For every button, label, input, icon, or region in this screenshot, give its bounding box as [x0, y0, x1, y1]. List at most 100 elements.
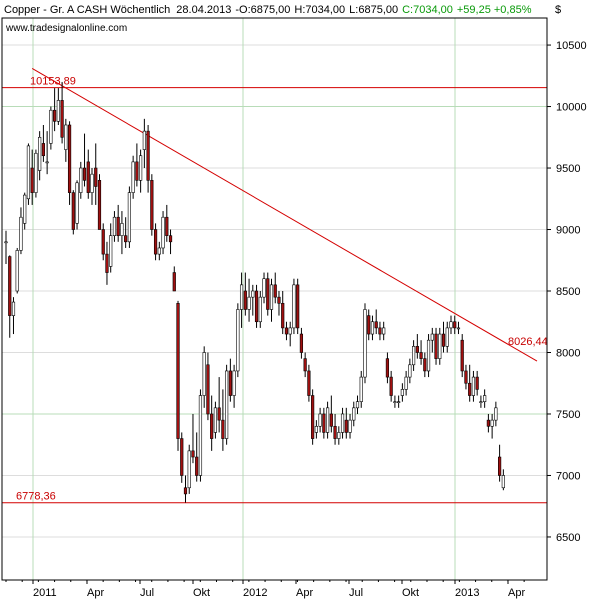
candle-body — [30, 167, 34, 193]
candle-body — [307, 370, 311, 396]
candle-body — [273, 284, 277, 298]
candle-body — [419, 352, 423, 359]
candle-body — [150, 180, 154, 230]
candle-body — [340, 413, 345, 433]
candle-body — [34, 152, 38, 193]
candle-body — [486, 419, 490, 427]
candle-body — [299, 333, 304, 353]
candle-body — [213, 407, 218, 433]
candle-body — [176, 303, 180, 439]
plot-frame — [1, 17, 548, 581]
header-info: Copper - Gr. A CASH Wöchentlich 28.04.201… — [4, 4, 532, 16]
candle-body — [281, 303, 285, 329]
candle-body — [53, 109, 57, 122]
candle-body — [438, 333, 442, 359]
candle-body — [303, 358, 307, 372]
candle-body — [183, 487, 188, 495]
candle-body — [355, 401, 360, 409]
candle-body — [210, 413, 214, 439]
candle-body — [266, 278, 270, 310]
candle-body — [139, 155, 143, 181]
candle-body — [434, 333, 438, 359]
y-tick-label: 8000 — [556, 347, 580, 359]
candle-body — [501, 475, 505, 489]
candle-body — [161, 216, 165, 249]
candle-body — [131, 161, 135, 193]
candle-body — [464, 370, 468, 384]
candle-body — [483, 395, 487, 402]
candle-body — [370, 321, 375, 335]
candle-body — [404, 376, 408, 390]
candle-body — [344, 419, 348, 433]
candle-body — [284, 327, 289, 335]
candle-body — [157, 247, 161, 255]
candle-body — [120, 223, 124, 236]
candle-body — [269, 284, 274, 310]
currency-label: $ — [555, 4, 561, 16]
candle-body — [475, 376, 479, 390]
header-low: L:6875,00 — [349, 4, 398, 16]
candle-body — [262, 278, 266, 298]
candle-body — [97, 180, 102, 230]
candle-body — [206, 364, 210, 415]
candle-body — [415, 346, 419, 353]
candle-body — [142, 130, 146, 150]
candle-body — [292, 284, 296, 329]
y-tick-label: 6500 — [556, 532, 580, 544]
candle-body — [94, 167, 98, 187]
candle-body — [45, 161, 49, 164]
candle-body — [314, 425, 318, 433]
candle-body — [247, 296, 251, 310]
candle-body — [479, 401, 483, 403]
candle-body — [60, 100, 64, 138]
candle-body — [239, 284, 244, 310]
x-tick-label: 2013 — [455, 587, 479, 599]
candle-body — [101, 229, 105, 255]
candle-body — [187, 450, 191, 489]
candle-body — [221, 419, 225, 439]
candle-body — [411, 346, 416, 366]
x-axis: 2011 Apr Jul Okt 2012 Apr Jul Okt 2013 Apr — [5, 580, 525, 599]
candle-body — [426, 339, 431, 372]
header-sep: - — [235, 4, 239, 16]
candle-body — [8, 256, 12, 316]
candle-body — [277, 296, 281, 304]
candle-body — [82, 167, 87, 181]
candle-body — [367, 315, 371, 335]
candle-body — [423, 358, 427, 372]
candle-body — [105, 253, 109, 273]
candle-body — [460, 339, 464, 372]
x-tick-label: Jul — [349, 587, 363, 599]
header-open: O:6875,00 — [239, 4, 290, 16]
candle-body — [337, 432, 341, 439]
x-tick-label: Apr — [508, 587, 525, 599]
candle-body — [393, 401, 397, 403]
candle-body — [56, 100, 60, 122]
candle-body — [400, 389, 404, 396]
candle-body — [430, 333, 434, 341]
candle-body — [23, 194, 27, 224]
grid — [2, 18, 547, 580]
candle-body — [49, 109, 53, 144]
header-close: C:7034,00 — [402, 4, 453, 16]
y-tick-label: 7000 — [556, 470, 580, 482]
candle-body — [146, 130, 150, 181]
candle-body — [311, 395, 315, 439]
candle-body — [408, 364, 412, 378]
candle-body — [325, 407, 330, 433]
trend-line — [31, 67, 538, 362]
candle-body — [333, 425, 337, 439]
candle-body — [468, 382, 472, 396]
y-tick-label: 9000 — [556, 225, 580, 237]
candle-body — [202, 352, 206, 396]
candle-body — [453, 321, 457, 329]
candle-body — [363, 309, 367, 378]
candle-body — [385, 358, 390, 378]
y-tick-label: 10000 — [556, 102, 587, 114]
candle-body — [90, 173, 94, 193]
x-tick-label: Apr — [296, 587, 313, 599]
y-axis: 6500 7000 7500 8000 8500 9000 9500 10000 10500 — [547, 40, 587, 544]
y-tick-label: 9500 — [556, 163, 580, 175]
header-instrument: Copper - Gr. A CASH Wöchentlich — [4, 4, 170, 16]
candle-body — [322, 413, 326, 433]
